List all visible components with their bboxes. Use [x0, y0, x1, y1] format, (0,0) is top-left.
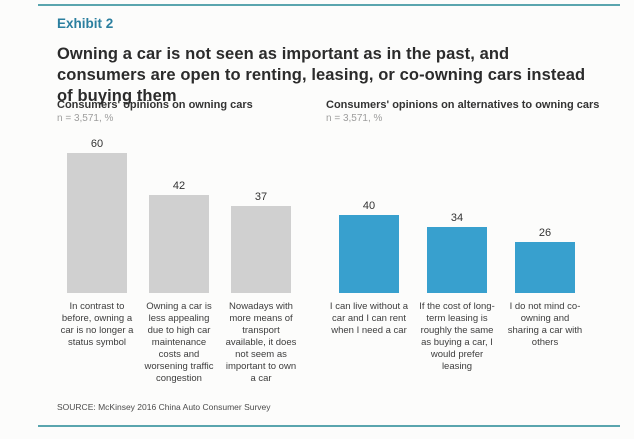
category-label: Nowadays with more means of transport av…: [225, 301, 297, 384]
category-label: Owning a car is less appealing due to hi…: [144, 301, 214, 384]
chart-sample-note: n = 3,571, %: [57, 113, 114, 124]
chart-owning-cars: Consumers' opinions on owning cars n = 3,…: [57, 98, 303, 385]
category-labels-row: I can live without a car and I can rent …: [326, 301, 592, 373]
bar-value-label: 34: [450, 212, 464, 224]
category-labels-row: In contrast to before, owning a car is n…: [57, 301, 303, 385]
bar-column: 60: [57, 137, 137, 293]
bar: [149, 195, 209, 293]
bottom-divider-rule: [38, 425, 620, 427]
category-label: I do not mind co-owning and sharing a ca…: [507, 301, 583, 348]
bar-value-label: 40: [362, 200, 376, 212]
bar-value-label: 37: [254, 191, 268, 203]
source-note: SOURCE: McKinsey 2016 China Auto Consume…: [57, 402, 271, 412]
category-label: If the cost of long-term leasing is roug…: [419, 301, 495, 372]
chart-title: Consumers' opinions on owning cars: [57, 99, 253, 111]
bar-column: 37: [221, 190, 301, 293]
bar: [231, 206, 291, 293]
bar-column: 34: [414, 211, 500, 293]
bar-value-label: 26: [538, 227, 552, 239]
bar: [427, 227, 487, 293]
bar: [67, 153, 127, 293]
bar-column: 26: [502, 226, 588, 293]
category-label: I can live without a car and I can rent …: [329, 301, 409, 336]
exhibit-number-label: Exhibit 2: [57, 16, 114, 31]
bar-value-label: 42: [172, 180, 186, 192]
bar-column: 40: [326, 199, 412, 293]
category-label: In contrast to before, owning a car is n…: [60, 301, 134, 348]
bar: [339, 215, 399, 293]
exhibit-title: Owning a car is not seen as important as…: [57, 45, 586, 105]
bar: [515, 242, 575, 293]
top-divider-rule: [38, 4, 620, 6]
charts-row: Consumers' opinions on owning cars n = 3,…: [57, 98, 600, 385]
bars-row: 40 34 26: [326, 125, 592, 293]
chart-sample-note: n = 3,571, %: [326, 113, 383, 124]
bars-row: 60 42 37: [57, 125, 303, 293]
bar-column: 42: [139, 179, 219, 293]
bar-value-label: 60: [90, 138, 104, 150]
chart-title: Consumers' opinions on alternatives to o…: [326, 99, 600, 111]
chart-alternatives-to-owning-cars: Consumers' opinions on alternatives to o…: [326, 98, 600, 385]
